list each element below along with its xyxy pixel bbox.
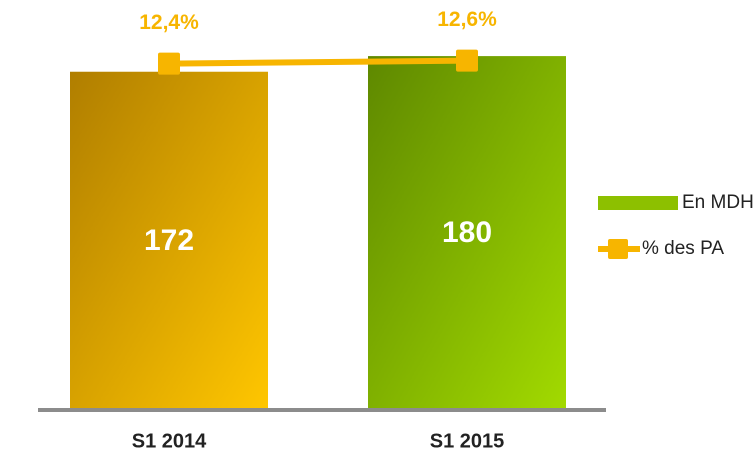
bar — [368, 56, 566, 408]
bar-label: 172 — [144, 224, 194, 257]
legend-label: % des PA — [642, 238, 724, 259]
legend-swatch — [598, 196, 678, 210]
line-marker — [158, 52, 180, 75]
value-label: 12,4% — [139, 11, 199, 34]
legend-label: En MDH — [682, 192, 754, 213]
x-tick-label: S1 2015 — [430, 430, 505, 452]
bar-label: 180 — [442, 216, 492, 249]
line-marker — [456, 49, 478, 72]
legend-marker — [608, 239, 628, 259]
line — [168, 57, 468, 67]
value-label: 12,6% — [437, 8, 497, 31]
x-tick-label: S1 2014 — [132, 430, 207, 452]
bar — [70, 71, 268, 409]
